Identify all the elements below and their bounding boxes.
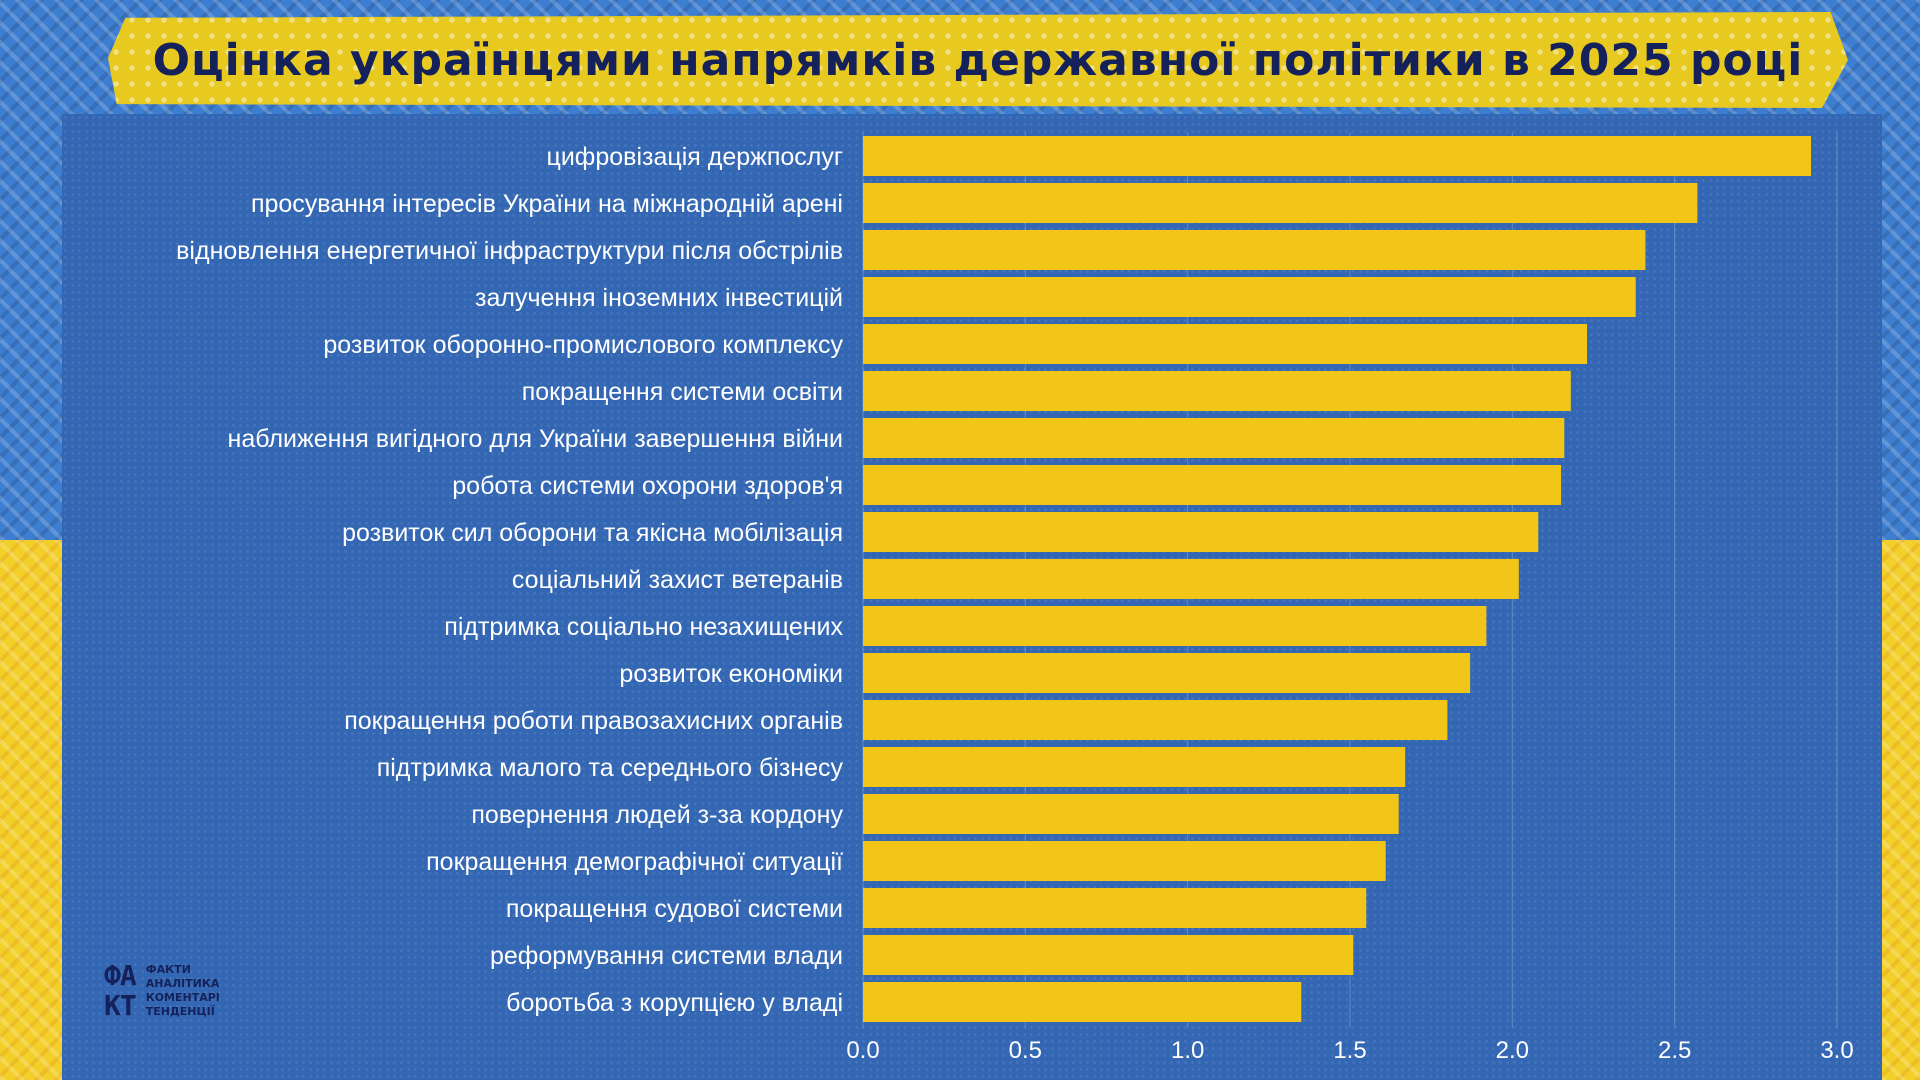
chart-panel: цифровізація держпослуг просування інтере… [62, 114, 1882, 1080]
x-tick-label-2: 1.0 [1171, 1037, 1204, 1064]
category-label-9: соціальний захист ветеранів [512, 566, 843, 594]
bar-6 [863, 418, 1565, 458]
bar-11 [863, 653, 1471, 693]
x-tick-label-5: 2.5 [1658, 1037, 1691, 1064]
bar-7 [863, 465, 1562, 505]
bar-2 [863, 230, 1646, 270]
bar-5 [863, 371, 1571, 411]
x-tick-label-4: 2.0 [1496, 1037, 1529, 1064]
bar-13 [863, 747, 1406, 787]
bar-10 [863, 606, 1487, 646]
bar-14 [863, 794, 1399, 834]
logo-mark: ФА КТ [104, 959, 137, 1022]
logo-word-comments: КОМЕНТАРІ [145, 991, 220, 1004]
category-label-12: покращення роботи правозахисних органів [344, 707, 843, 735]
logo-mark-bottom: КТ [104, 989, 137, 1022]
bar-8 [863, 512, 1539, 552]
category-label-2: відновлення енергетичної інфраструктури … [176, 237, 843, 265]
logo-word-trends: ТЕНДЕНЦІЇ [145, 1005, 215, 1018]
bar-17 [863, 935, 1354, 975]
category-label-14: повернення людей з-за кордону [471, 801, 843, 829]
bar-chart: цифровізація держпослуг просування інтере… [176, 132, 1854, 1064]
category-label-15: покращення демографічної ситуації [426, 848, 843, 876]
category-label-4: розвиток оборонно-промислового комплексу [323, 331, 843, 359]
x-tick-label-0: 0.0 [846, 1037, 879, 1064]
category-label-13: підтримка малого та середнього бізнесу [377, 754, 844, 782]
chart-title: Оцінка українцями напрямків державної по… [152, 34, 1804, 86]
category-label-8: розвиток сил оборони та якісна мобілізац… [342, 519, 843, 547]
x-tick-label-6: 3.0 [1820, 1037, 1853, 1064]
category-label-18: боротьба з корупцією у владі [506, 989, 843, 1017]
category-label-6: наближення вигідного для України заверше… [228, 425, 843, 453]
bar-9 [863, 559, 1519, 599]
category-label-16: покращення судової системи [506, 895, 843, 923]
category-label-17: реформування системи влади [490, 942, 843, 970]
category-label-3: залучення іноземних інвестицій [475, 284, 843, 312]
logo-words: ФАКТИ АНАЛІТИКА КОМЕНТАРІ ТЕНДЕНЦІЇ [146, 963, 220, 1019]
logo-mark-top: ФА [104, 959, 137, 992]
bar-3 [863, 277, 1636, 317]
x-tick-label-1: 0.5 [1009, 1037, 1042, 1064]
logo-word-facts: ФАКТИ [145, 963, 191, 976]
bar-4 [863, 324, 1588, 364]
category-label-5: покращення системи освіти [522, 378, 843, 406]
category-label-11: розвиток економіки [619, 660, 843, 688]
logo-word-analytics: АНАЛІТИКА [145, 977, 220, 990]
bar-0 [863, 136, 1812, 176]
bar-16 [863, 888, 1367, 928]
category-label-1: просування інтересів України на міжнарод… [251, 190, 843, 218]
logo: ФА КТ ФАКТИ АНАЛІТИКА КОМЕНТАРІ ТЕНДЕНЦІ… [104, 956, 304, 1026]
bar-18 [863, 982, 1302, 1022]
bar-12 [863, 700, 1448, 740]
x-tick-label-3: 1.5 [1333, 1037, 1366, 1064]
title-banner: Оцінка українцями напрямків державної по… [108, 12, 1848, 108]
bar-1 [863, 183, 1698, 223]
category-label-0: цифровізація держпослуг [547, 143, 843, 171]
category-label-7: робота системи охорони здоров'я [452, 472, 843, 500]
category-label-10: підтримка соціально незахищених [444, 613, 843, 641]
bar-15 [863, 841, 1386, 881]
